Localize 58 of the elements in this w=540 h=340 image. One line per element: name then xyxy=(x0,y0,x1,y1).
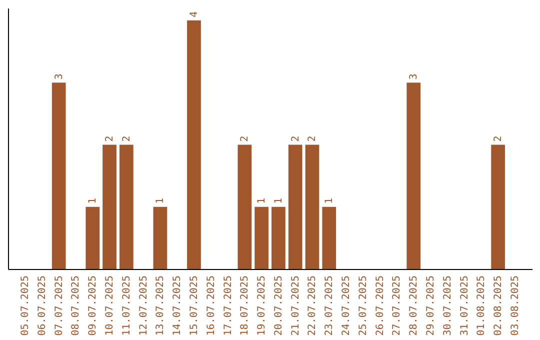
bar xyxy=(322,206,336,269)
x-tick-label: 29.07.2025 xyxy=(425,276,436,336)
x-tick-label: 08.07.2025 xyxy=(70,276,82,336)
data-label: 1 xyxy=(324,198,336,204)
x-tick-label: 18.07.2025 xyxy=(240,276,251,336)
data-label: 1 xyxy=(273,198,284,204)
x-tick-label: 03.08.2025 xyxy=(510,276,521,336)
bar xyxy=(153,206,168,269)
x-tick-label: 01.08.2025 xyxy=(476,276,488,336)
bar xyxy=(288,144,302,269)
x-tick-label: 26.07.2025 xyxy=(374,276,386,336)
x-tick-label: 21.07.2025 xyxy=(290,276,302,336)
x-tick-label: 14.07.2025 xyxy=(172,276,184,336)
bar xyxy=(102,144,116,269)
x-tick-label: 09.07.2025 xyxy=(88,276,99,336)
x-tick-label: 24.07.2025 xyxy=(341,276,352,336)
data-label: 1 xyxy=(256,198,268,204)
x-tick-label: 27.07.2025 xyxy=(392,276,403,336)
x-tick-label: 17.07.2025 xyxy=(222,276,234,336)
x-tick-label: 16.07.2025 xyxy=(206,276,217,336)
bar xyxy=(406,82,421,269)
x-tick-label: 06.07.2025 xyxy=(36,276,48,336)
bar xyxy=(187,20,201,269)
x-tick-label: 05.07.2025 xyxy=(20,276,32,336)
data-label: 2 xyxy=(307,136,318,142)
data-label: 1 xyxy=(155,198,166,204)
bar xyxy=(86,206,100,269)
bar xyxy=(119,144,134,269)
x-tick-label: 12.07.2025 xyxy=(138,276,150,336)
data-label: 2 xyxy=(493,136,504,142)
x-tick-label: 15.07.2025 xyxy=(188,276,200,336)
x-tick-label: 30.07.2025 xyxy=(442,276,454,336)
x-tick-label: 02.08.2025 xyxy=(493,276,504,336)
bar xyxy=(491,144,505,269)
x-tick-label: 07.07.2025 xyxy=(54,276,65,336)
x-tick-label: 31.07.2025 xyxy=(459,276,470,336)
bar xyxy=(238,144,252,269)
x-tick-label: 25.07.2025 xyxy=(358,276,369,336)
bar xyxy=(52,82,66,269)
x-tick-label: 11.07.2025 xyxy=(121,276,132,336)
data-label: 2 xyxy=(121,136,132,142)
x-tick-label: 23.07.2025 xyxy=(324,276,336,336)
bar xyxy=(272,206,286,269)
x-tick-label: 19.07.2025 xyxy=(256,276,268,336)
data-label: 3 xyxy=(408,74,420,80)
bar xyxy=(254,206,268,269)
x-tick-label: 10.07.2025 xyxy=(104,276,116,336)
data-label: 2 xyxy=(290,136,302,142)
x-tick-label: 20.07.2025 xyxy=(273,276,284,336)
x-tick-label: 28.07.2025 xyxy=(408,276,420,336)
data-label: 4 xyxy=(188,11,200,18)
data-label: 1 xyxy=(88,198,99,204)
x-tick-label: 22.07.2025 xyxy=(307,276,318,336)
data-label: 3 xyxy=(54,74,65,80)
bar xyxy=(305,144,320,269)
data-label: 2 xyxy=(104,136,116,142)
x-tick-label: 13.07.2025 xyxy=(155,276,166,336)
data-label: 2 xyxy=(240,136,251,142)
